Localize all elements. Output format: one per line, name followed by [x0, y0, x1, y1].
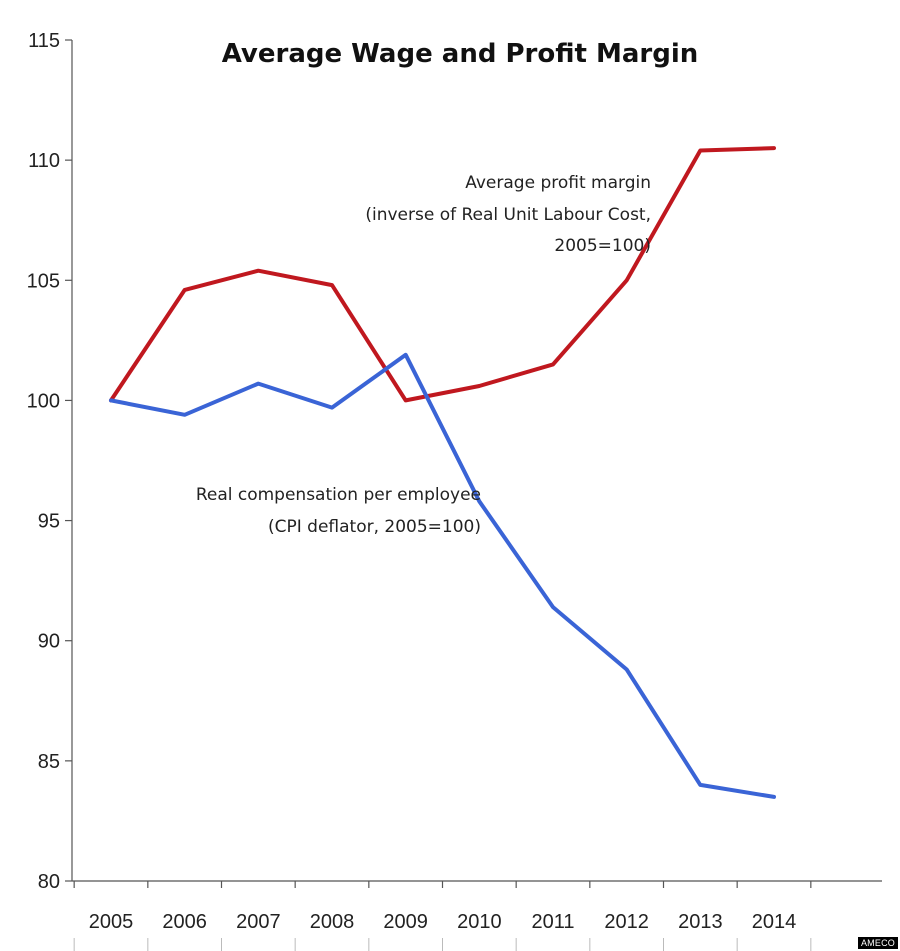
profit-annotation-line3: 2005=100)	[554, 236, 651, 256]
wage-annotation-line2: (CPI deflator, 2005=100)	[268, 517, 481, 537]
y-tick-label: 100	[27, 390, 60, 412]
profit-annotation-line1: Average profit margin	[465, 173, 651, 193]
x-tick-label: 2011	[531, 911, 574, 933]
x-tick-label: 2005	[89, 911, 134, 933]
real-compensation-line	[109, 352, 776, 799]
source-badge: AMECO	[857, 937, 898, 949]
x-tick-label: 2009	[383, 911, 428, 933]
x-tick-label: 2013	[678, 911, 723, 933]
wage-annotation-line1: Real compensation per employee	[196, 485, 481, 505]
y-tick-label: 110	[28, 150, 60, 172]
x-tick-label: 2006	[162, 911, 207, 933]
profit-annotation: Average profit margin (inverse of Real U…	[365, 173, 651, 256]
wage-annotation: Real compensation per employee (CPI defl…	[196, 485, 481, 537]
x-tick-label: 2010	[457, 911, 502, 933]
y-tick-label: 80	[38, 871, 60, 893]
axes	[71, 40, 882, 882]
y-tick-label: 85	[38, 751, 60, 773]
profit-annotation-line2: (inverse of Real Unit Labour Cost,	[365, 205, 651, 225]
x-tick-label: 2008	[310, 911, 355, 933]
x-axis-ticks: 2005 2006 2007 2008 2009 2010 2011 2012 2013 2014	[73, 881, 812, 951]
y-tick-label: 95	[38, 511, 60, 533]
profit-margin-line	[109, 146, 776, 403]
y-tick-label: 115	[28, 30, 60, 52]
x-tick-label: 2012	[604, 911, 649, 933]
x-tick-label: 2007	[236, 911, 281, 933]
y-axis-ticks: 80 85 90 95 100 105 110 115	[27, 30, 72, 893]
y-tick-label: 90	[38, 631, 60, 653]
y-tick-label: 105	[27, 270, 60, 292]
series-lines	[109, 146, 776, 799]
x-tick-label: 2014	[752, 911, 797, 933]
chart-title: Average Wage and Profit Margin	[222, 39, 699, 69]
